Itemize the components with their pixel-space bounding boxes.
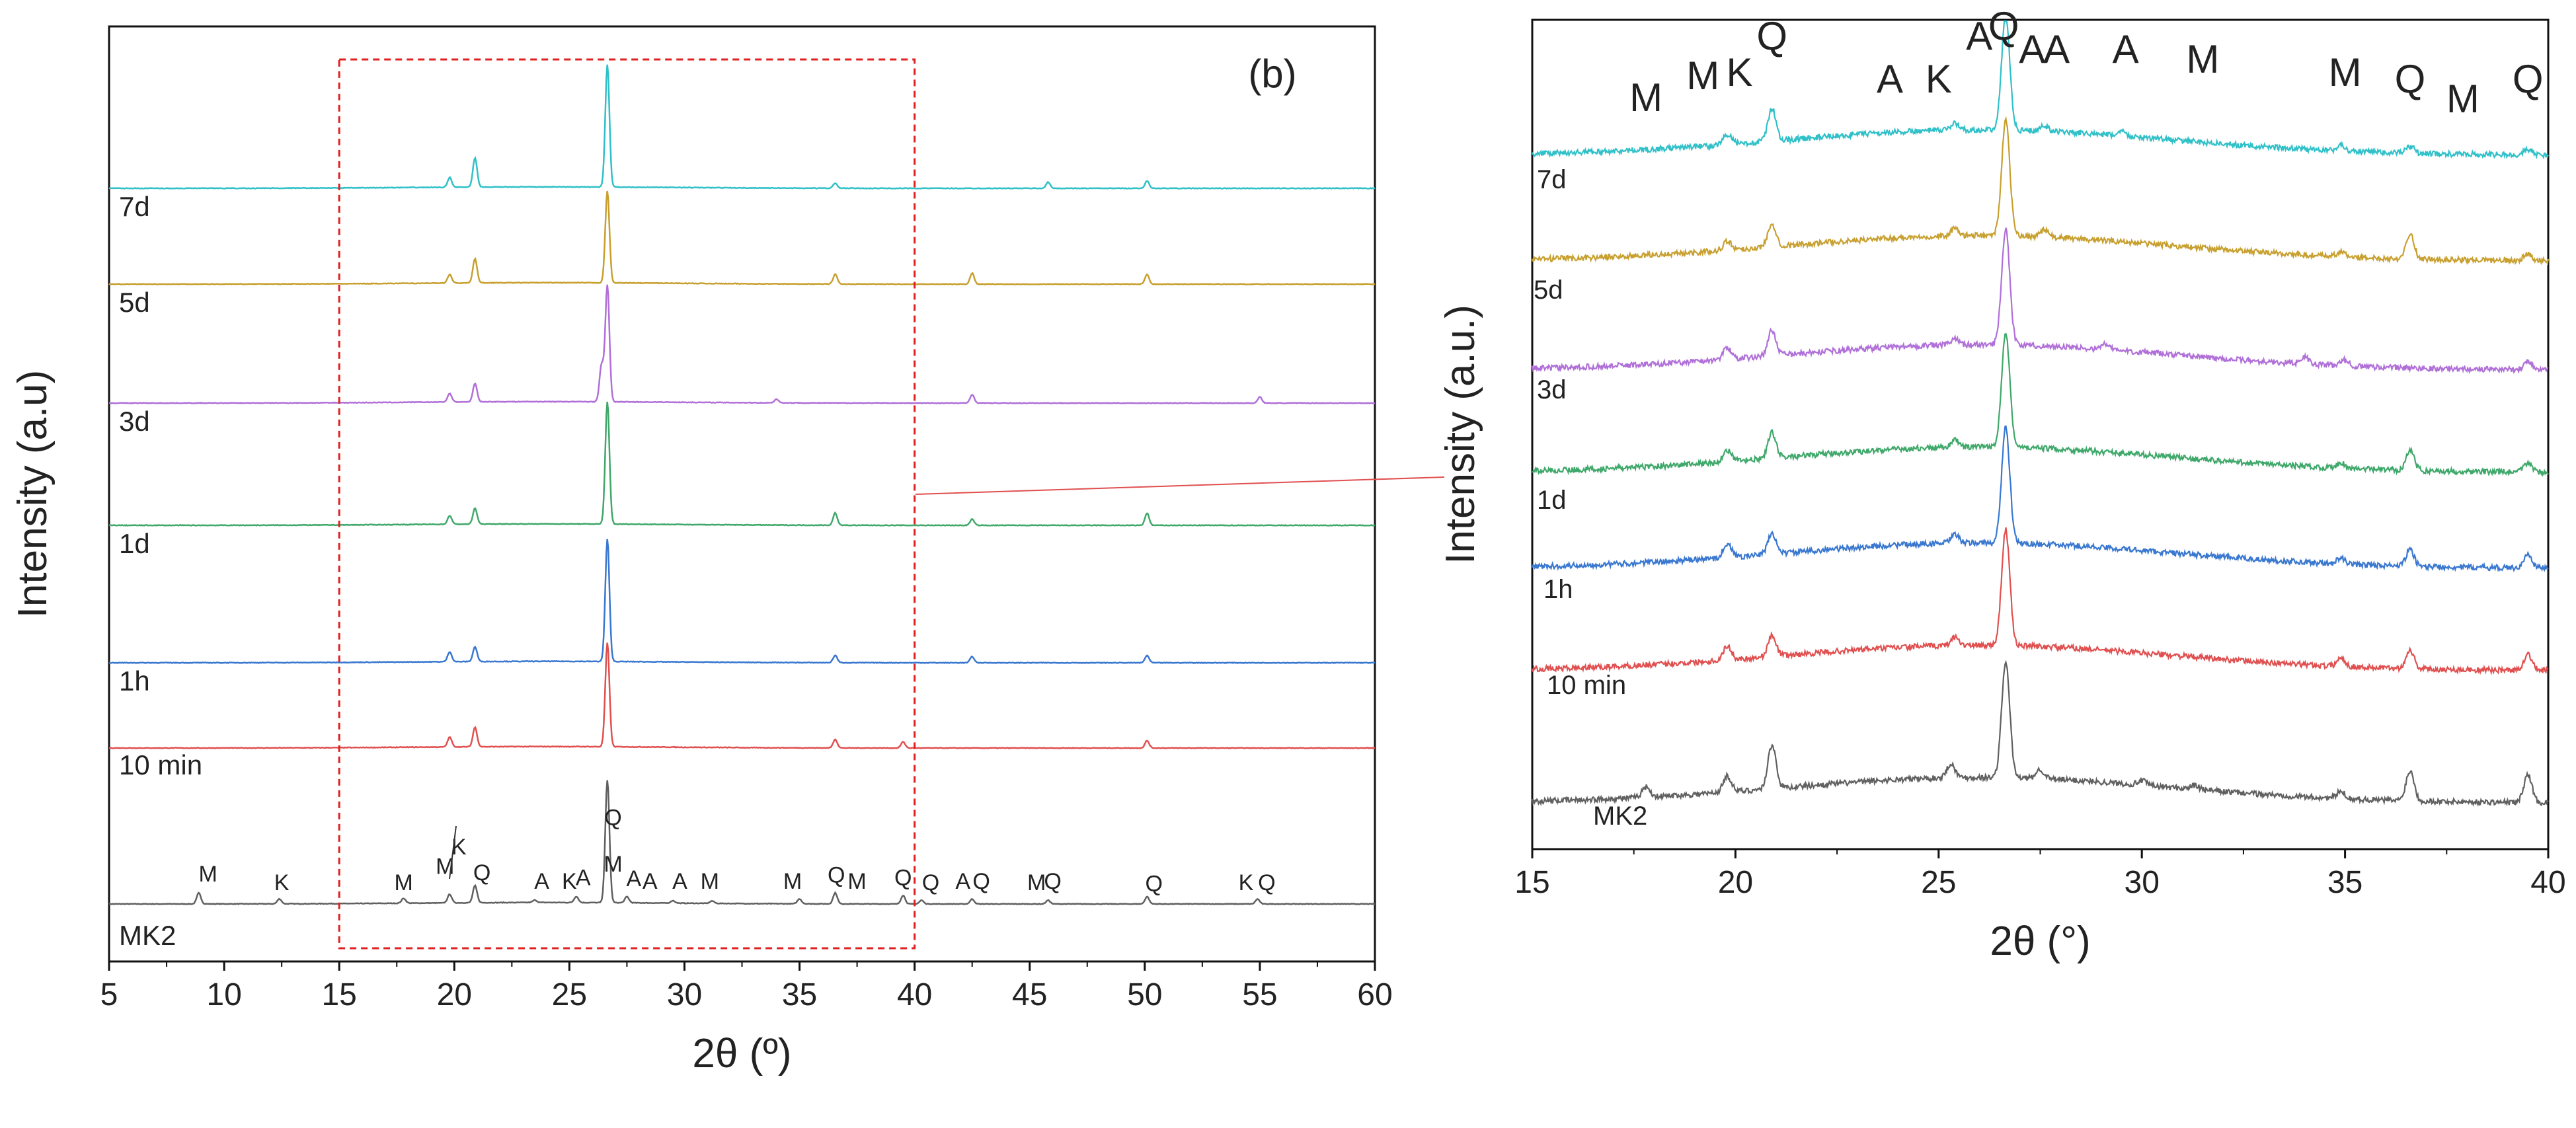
series-label: 10 min bbox=[1547, 671, 1626, 700]
peak-label: Q bbox=[2513, 57, 2544, 101]
peak-label: Q bbox=[2395, 57, 2426, 101]
y-axis-label: Intensity (a.u.) bbox=[1438, 305, 1483, 564]
peak-label: A bbox=[672, 869, 687, 894]
series-label: 5d bbox=[1534, 276, 1563, 305]
peak-leader-line bbox=[449, 825, 457, 880]
series-line-6 bbox=[108, 64, 1376, 190]
peak-label: M bbox=[847, 869, 866, 894]
peak-label: Q bbox=[604, 806, 621, 831]
series-line-2 bbox=[108, 539, 1376, 664]
series-line-0 bbox=[108, 780, 1376, 905]
x-tick-label: 20 bbox=[437, 977, 472, 1012]
x-tick-label: 25 bbox=[552, 977, 587, 1012]
plot-frame bbox=[1531, 19, 2550, 850]
series-label: 1d bbox=[119, 528, 150, 559]
series-label: MK2 bbox=[1593, 802, 1647, 831]
plot-frame bbox=[108, 25, 1376, 963]
peak-label: A bbox=[2019, 27, 2045, 71]
peak-label: M bbox=[1686, 54, 1719, 98]
series-line-4 bbox=[108, 284, 1376, 404]
peak-label: M bbox=[395, 870, 413, 895]
peak-label: M bbox=[2446, 77, 2479, 121]
peak-label: M bbox=[701, 869, 719, 894]
peak-label: K bbox=[1727, 50, 1753, 94]
x-tick-label: 40 bbox=[2530, 865, 2565, 900]
peak-label: M bbox=[1629, 75, 1662, 120]
peak-label: A bbox=[627, 866, 642, 891]
x-tick-label: 5 bbox=[100, 977, 118, 1012]
y-axis-label: Intensity (a.u) bbox=[10, 370, 56, 619]
series-label: 1h bbox=[119, 665, 150, 696]
series-line-3 bbox=[108, 401, 1376, 527]
x-tick-label: 45 bbox=[1012, 977, 1047, 1012]
x-tick-label: 50 bbox=[1127, 977, 1162, 1012]
peak-label: M bbox=[1027, 870, 1046, 895]
x-axis-label: 2θ (º) bbox=[692, 1031, 791, 1076]
series-line-6 bbox=[1531, 20, 2549, 160]
peak-label: Q bbox=[828, 863, 845, 888]
series-line-5 bbox=[108, 190, 1376, 285]
peak-label: A bbox=[2043, 27, 2070, 71]
series-label: 3d bbox=[119, 406, 150, 437]
series-line-0 bbox=[1531, 659, 2549, 808]
series-line-2 bbox=[1531, 425, 2549, 572]
series-line-1 bbox=[108, 642, 1376, 749]
series-label: 1d bbox=[1537, 486, 1567, 515]
peak-label: A bbox=[534, 869, 549, 894]
peak-label: A bbox=[576, 865, 591, 890]
series-line-3 bbox=[1532, 332, 2549, 477]
peak-label: A bbox=[1966, 14, 1992, 58]
x-tick-label: 30 bbox=[2125, 865, 2160, 900]
series-label: 7d bbox=[119, 191, 150, 222]
peak-label: A bbox=[2113, 27, 2139, 71]
x-tick-label: 35 bbox=[782, 977, 817, 1012]
peak-label: K bbox=[451, 835, 467, 860]
zoom-highlight-box bbox=[338, 58, 916, 950]
peak-label: A bbox=[955, 869, 970, 894]
peak-label: A bbox=[1877, 57, 1903, 101]
peak-label: K bbox=[1239, 870, 1254, 895]
peak-label: M bbox=[604, 852, 622, 877]
series-line-1 bbox=[1531, 527, 2549, 675]
series-line-5 bbox=[1531, 116, 2550, 266]
x-tick-label: 40 bbox=[897, 977, 932, 1012]
x-tick-label: 55 bbox=[1242, 977, 1277, 1012]
peak-label: Q bbox=[972, 869, 990, 894]
peak-label: Q bbox=[1988, 4, 2019, 48]
x-tick-label: 15 bbox=[1514, 865, 1549, 900]
peak-label: K bbox=[562, 869, 577, 894]
x-tick-label: 10 bbox=[206, 977, 241, 1012]
x-tick-label: 30 bbox=[667, 977, 702, 1012]
x-tick-label: 35 bbox=[2327, 865, 2362, 900]
peak-label: A bbox=[643, 869, 658, 894]
peak-label: Q bbox=[1258, 870, 1275, 895]
peak-label: Q bbox=[1044, 869, 1061, 894]
peak-label: M bbox=[199, 862, 217, 887]
xrd-zoom-chart: 15 20 25 30 35 40 2θ (°) Intensity (a.u.) MK2 10 … bbox=[1438, 4, 2566, 964]
series-label: 3d bbox=[1537, 375, 1567, 404]
x-tick-label: 15 bbox=[321, 977, 356, 1012]
peak-label: K bbox=[274, 870, 290, 895]
series-label: MK2 bbox=[119, 920, 176, 951]
series-label: 1h bbox=[1543, 575, 1573, 604]
peak-label: Q bbox=[473, 860, 490, 885]
peak-label: Q bbox=[1146, 872, 1163, 897]
series-label: 10 min bbox=[119, 749, 202, 780]
peak-label: Q bbox=[894, 865, 912, 890]
peak-label: M bbox=[783, 869, 802, 894]
series-label: 5d bbox=[119, 287, 150, 318]
x-tick-label: 60 bbox=[1357, 977, 1392, 1012]
peak-label: M bbox=[2186, 37, 2219, 81]
series-label: 7d bbox=[1537, 165, 1567, 194]
x-tick-label: 20 bbox=[1718, 865, 1753, 900]
peak-label: M bbox=[2329, 50, 2362, 94]
x-tick-label: 25 bbox=[1921, 865, 1956, 900]
panel-label: (b) bbox=[1248, 52, 1296, 96]
xrd-overview-chart: 5 10 15 20 25 30 35 40 45 50 55 60 2θ (º) Intensity (… bbox=[10, 25, 1393, 1076]
series-line-4 bbox=[1531, 227, 2549, 375]
x-axis-label: 2θ (°) bbox=[1990, 919, 2090, 964]
peak-label: Q bbox=[1756, 14, 1787, 58]
peak-label: Q bbox=[922, 870, 939, 895]
peak-label: K bbox=[1926, 57, 1952, 101]
